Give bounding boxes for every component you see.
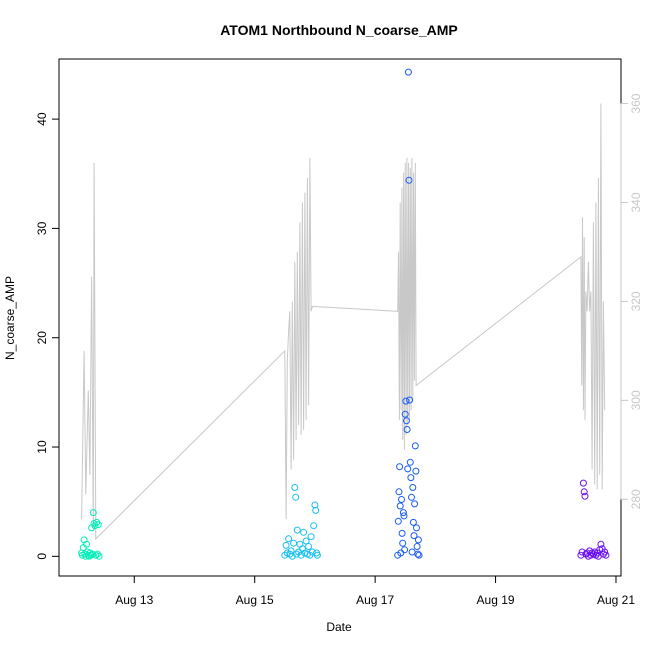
data-point bbox=[87, 551, 95, 559]
data-point bbox=[413, 524, 420, 532]
x-tick-label: Aug 19 bbox=[477, 593, 515, 607]
data-point bbox=[288, 552, 296, 560]
y-tick-label: 20 bbox=[35, 331, 49, 345]
data-point bbox=[411, 442, 419, 450]
y2-tick-label: 320 bbox=[629, 291, 643, 311]
data-point bbox=[403, 417, 410, 425]
data-point bbox=[400, 512, 408, 520]
data-point bbox=[312, 506, 320, 514]
data-point bbox=[578, 548, 586, 556]
data-point bbox=[579, 479, 587, 487]
data-point bbox=[406, 396, 414, 404]
data-point bbox=[302, 537, 310, 545]
data-point bbox=[602, 551, 610, 559]
data-point bbox=[93, 518, 101, 526]
x-tick-label: Aug 17 bbox=[356, 593, 394, 607]
data-point bbox=[398, 529, 406, 537]
chart-title: ATOM1 Northbound N_coarse_AMP bbox=[220, 22, 458, 38]
data-point bbox=[412, 467, 420, 475]
x-tick-label: Aug 21 bbox=[597, 593, 635, 607]
points-layer bbox=[78, 68, 610, 560]
y2-tick-label: 280 bbox=[629, 489, 643, 509]
y-tick-label: 0 bbox=[35, 553, 49, 560]
data-point bbox=[292, 493, 300, 501]
data-point bbox=[95, 552, 103, 560]
data-point bbox=[577, 551, 585, 559]
data-point bbox=[414, 550, 422, 558]
y2-tick-label: 360 bbox=[629, 93, 643, 113]
y-axis: 0 10 20 30 40 bbox=[35, 112, 59, 560]
data-point bbox=[407, 474, 415, 482]
data-point bbox=[305, 543, 313, 550]
data-point bbox=[313, 551, 321, 559]
y2-tick-label: 340 bbox=[629, 192, 643, 212]
data-point bbox=[291, 484, 299, 491]
data-point bbox=[89, 550, 96, 558]
data-point bbox=[89, 509, 97, 517]
data-point bbox=[293, 550, 300, 558]
data-point bbox=[405, 176, 413, 184]
secondary-line bbox=[81, 103, 606, 541]
secondary-line-layer bbox=[81, 103, 606, 541]
data-point bbox=[399, 539, 407, 547]
data-point bbox=[401, 546, 409, 554]
data-point bbox=[282, 541, 290, 549]
data-point bbox=[285, 535, 293, 543]
data-point bbox=[410, 532, 418, 540]
data-point bbox=[597, 540, 605, 548]
y-tick-label: 10 bbox=[35, 440, 49, 454]
data-point bbox=[293, 526, 301, 534]
data-point bbox=[310, 522, 318, 530]
data-point bbox=[404, 68, 412, 76]
data-point bbox=[411, 500, 419, 508]
data-point bbox=[406, 458, 414, 466]
data-point bbox=[394, 517, 402, 525]
data-point bbox=[396, 463, 404, 471]
data-point bbox=[91, 522, 99, 530]
data-point bbox=[414, 536, 422, 544]
plot-frame bbox=[58, 58, 622, 577]
data-point bbox=[413, 543, 421, 550]
data-point bbox=[290, 539, 298, 547]
data-point bbox=[401, 410, 409, 418]
data-point bbox=[398, 496, 405, 503]
data-point bbox=[83, 540, 91, 548]
y2-axis: 280 300 320 340 360 bbox=[620, 93, 643, 509]
x-tick-label: Aug 13 bbox=[115, 593, 153, 607]
data-point bbox=[396, 502, 404, 510]
data-point bbox=[308, 548, 316, 556]
x-axis-label: Date bbox=[326, 620, 352, 634]
data-point bbox=[408, 548, 416, 556]
data-point bbox=[94, 521, 102, 529]
data-point bbox=[415, 551, 423, 559]
data-point bbox=[408, 493, 415, 501]
data-point bbox=[404, 465, 412, 473]
data-point bbox=[402, 397, 410, 405]
data-point bbox=[311, 501, 319, 509]
data-point bbox=[601, 548, 609, 556]
data-point bbox=[580, 488, 588, 496]
data-point bbox=[403, 426, 411, 433]
y-tick-label: 40 bbox=[35, 112, 49, 126]
x-axis: Aug 13 Aug 15 Aug 17 Aug 19 Aug 21 bbox=[115, 576, 635, 607]
x-tick-label: Aug 15 bbox=[236, 593, 274, 607]
data-point bbox=[84, 551, 92, 559]
data-point bbox=[307, 533, 315, 541]
data-point bbox=[395, 488, 403, 496]
data-point bbox=[409, 518, 417, 526]
data-point bbox=[399, 509, 407, 517]
y2-tick-label: 300 bbox=[629, 390, 643, 410]
data-point bbox=[92, 551, 100, 559]
data-point bbox=[94, 550, 101, 558]
data-point bbox=[300, 528, 308, 536]
y-tick-label: 30 bbox=[35, 221, 49, 235]
data-point bbox=[581, 492, 589, 500]
data-point bbox=[409, 484, 417, 491]
y-axis-label: N_coarse_AMP bbox=[3, 276, 17, 360]
